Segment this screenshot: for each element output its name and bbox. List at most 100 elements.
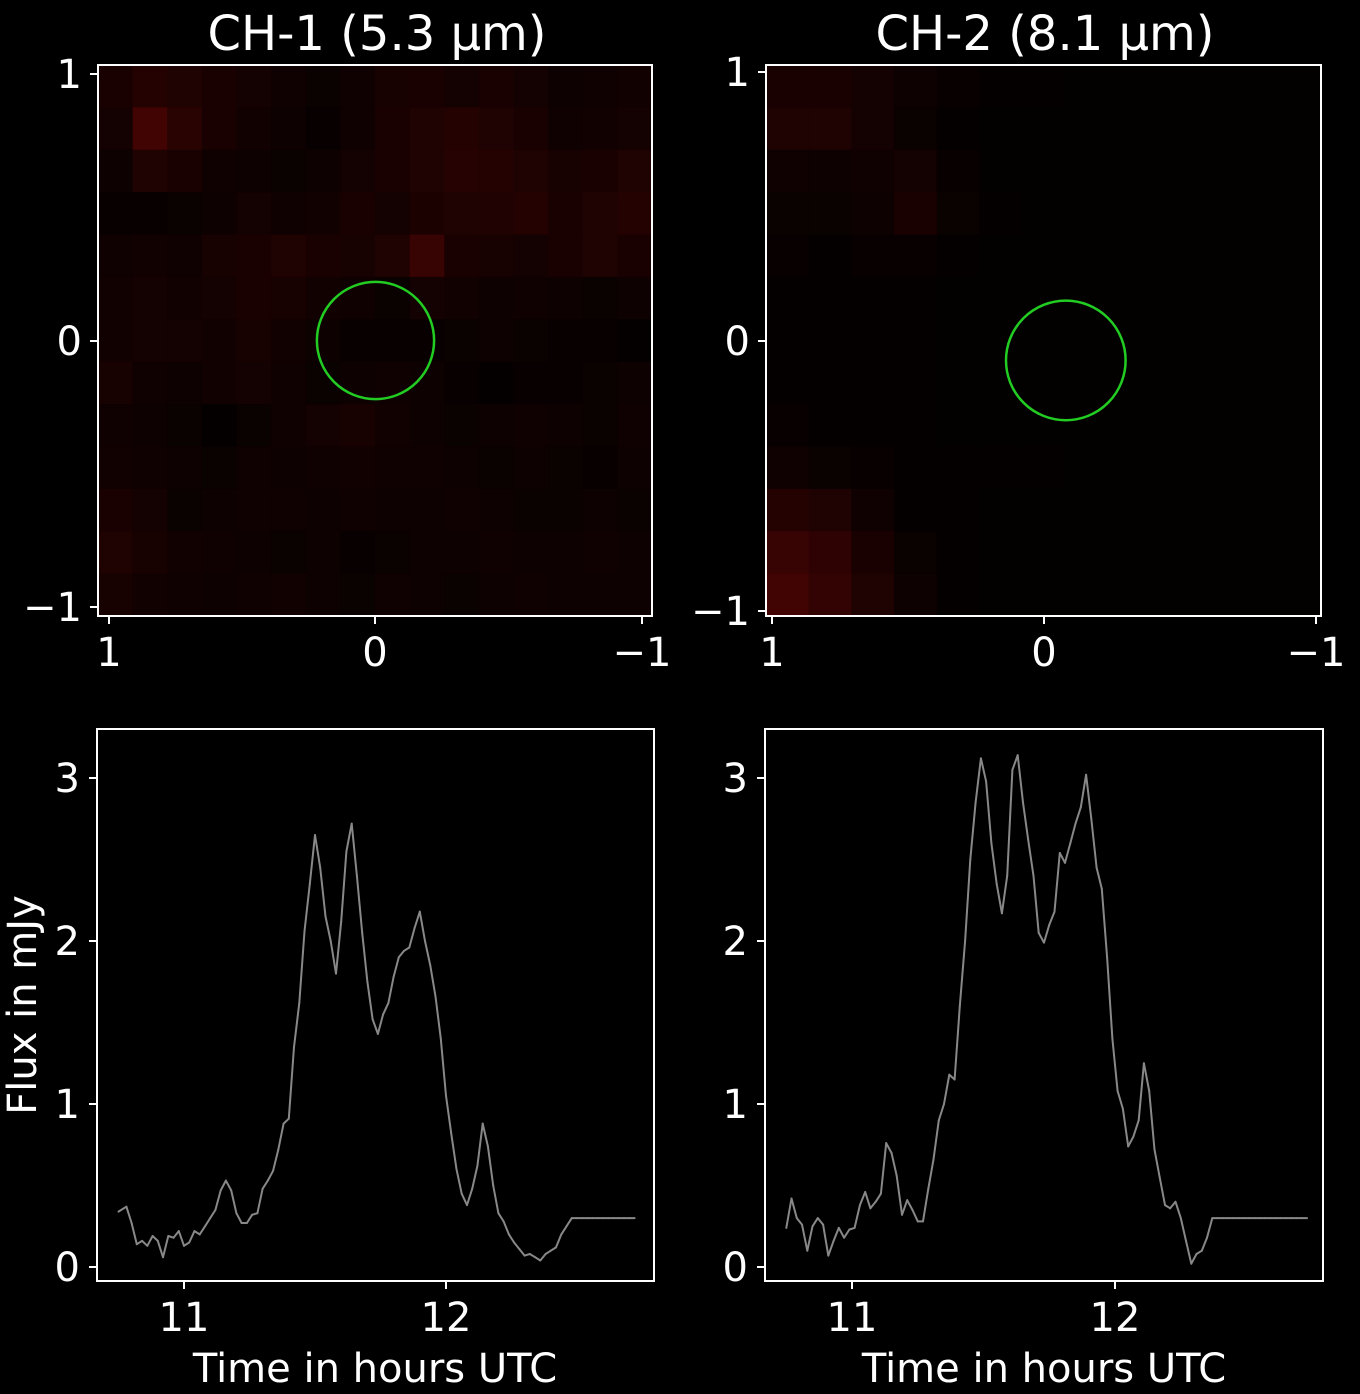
heatmap-cell [340, 404, 376, 448]
heatmap-cell [1022, 234, 1066, 278]
heatmap-cell [766, 149, 810, 193]
heatmap-cell [936, 234, 981, 278]
heatmap-cell [617, 65, 653, 108]
heatmap-cell [1192, 404, 1237, 448]
heatmap-cell [409, 488, 445, 532]
heatmap-cell [478, 488, 515, 532]
heatmap-cell [98, 234, 134, 278]
aperture-circle-ch2 [1004, 299, 1127, 422]
lightcurve-segment [1116, 1090, 1124, 1110]
heatmap-cell [766, 234, 810, 278]
heatmap-cell [1107, 404, 1151, 448]
heatmap-cell [894, 319, 938, 363]
xtick-label: 0 [1031, 630, 1056, 676]
heatmap-cell [340, 65, 376, 108]
lightcurve-segment [293, 1001, 301, 1048]
heatmap-cell [1107, 573, 1151, 617]
heatmap-cell [513, 319, 549, 363]
heatmap-cell [1022, 531, 1066, 575]
axes-frame-lc2 [764, 728, 1324, 1282]
lightcurve-segment [1074, 806, 1082, 825]
heatmap-cell [340, 234, 376, 278]
lightcurve-segment [1090, 817, 1098, 869]
heatmap-cell [1107, 107, 1151, 151]
ytick-label: 0 [725, 319, 750, 365]
lightcurve-segment [964, 858, 972, 942]
heatmap-cell [1235, 192, 1279, 236]
heatmap-cell [271, 531, 307, 575]
heatmap-cell [1235, 446, 1279, 490]
heatmap-cell [478, 573, 515, 617]
lightcurve-segment [146, 1235, 154, 1247]
heatmap-cell [513, 488, 549, 532]
heatmap-cell [766, 107, 810, 151]
lightcurve-segment [858, 1191, 867, 1207]
heatmap-cell [548, 319, 584, 363]
heatmap-cell [271, 192, 307, 236]
heatmap-cell [1278, 531, 1322, 575]
heatmap-cell [409, 404, 445, 448]
heatmap-cell [1107, 488, 1151, 532]
heatmap-cell [936, 446, 981, 490]
lightcurve-segment [1174, 1200, 1182, 1220]
heatmap-cell [98, 404, 134, 448]
heatmap-cell [409, 65, 445, 108]
ytick-label: 0 [57, 319, 82, 365]
lightcurve-segment [565, 1217, 573, 1228]
heatmap-cell [936, 404, 981, 448]
lightcurve-segment [130, 1222, 138, 1246]
heatmap-cell [808, 404, 852, 448]
heatmap-cell [582, 531, 618, 575]
lightcurve-segment [135, 1239, 144, 1246]
heatmap-cell [340, 531, 376, 575]
heatmap-cell [808, 361, 852, 405]
lightcurve-segment [969, 801, 977, 861]
heatmap-cell [132, 276, 168, 320]
lightcurve-segment [785, 1197, 793, 1229]
heatmap-cell [478, 319, 515, 363]
heatmap-cell [132, 573, 168, 617]
xticks-ch2: 1 0 −1 [759, 616, 1345, 676]
lightcurve-segment [1058, 852, 1066, 864]
heatmap-cell [513, 446, 549, 490]
heatmap-cell [409, 446, 445, 490]
lightcurve-segment [272, 1148, 280, 1172]
heatmap-cell [894, 276, 938, 320]
heatmap-cell [894, 107, 938, 151]
heatmap-cell [409, 531, 445, 575]
heatmap-cell [444, 361, 480, 405]
heatmap-cell [1192, 234, 1237, 278]
heatmap-cell [1192, 149, 1237, 193]
heatmap-cell [808, 107, 852, 151]
heatmap-cell [513, 573, 549, 617]
lightcurve-segment [874, 1192, 882, 1203]
heatmap-cell [582, 573, 618, 617]
heatmap-cell [1107, 276, 1151, 320]
lightcurve-segment [801, 1223, 809, 1252]
lightcurve-segment [429, 964, 437, 998]
lightcurve-segment [476, 1122, 484, 1167]
lightcurve-segment [544, 1249, 552, 1255]
heatmap-cell [617, 107, 653, 151]
heatmap-cell [851, 319, 895, 363]
lightcurve-segment [424, 940, 432, 967]
heatmap-cell [513, 404, 549, 448]
title-ch2: CH-2 (8.1 μm) [875, 6, 1214, 62]
heatmap-cell [167, 107, 203, 151]
heatmap-cell [340, 149, 376, 193]
xticks-lc2: 11 12 [827, 1281, 1140, 1341]
lightcurve-lines-ch1 [117, 822, 636, 1262]
heatmap-cell [1278, 573, 1322, 617]
ytick-label: −1 [691, 589, 750, 635]
xtick-label: 1 [759, 630, 784, 676]
heatmap-cell [617, 573, 653, 617]
heatmap-cell [305, 573, 341, 617]
lightcurve-segment [340, 850, 348, 923]
lightcurve-segment [811, 1217, 819, 1228]
heatmap-cell [979, 107, 1023, 151]
heatmap-cell [375, 234, 411, 278]
heatmap-cell [271, 65, 307, 108]
heatmap-cell [98, 192, 134, 236]
heatmap-cell [1150, 65, 1194, 108]
